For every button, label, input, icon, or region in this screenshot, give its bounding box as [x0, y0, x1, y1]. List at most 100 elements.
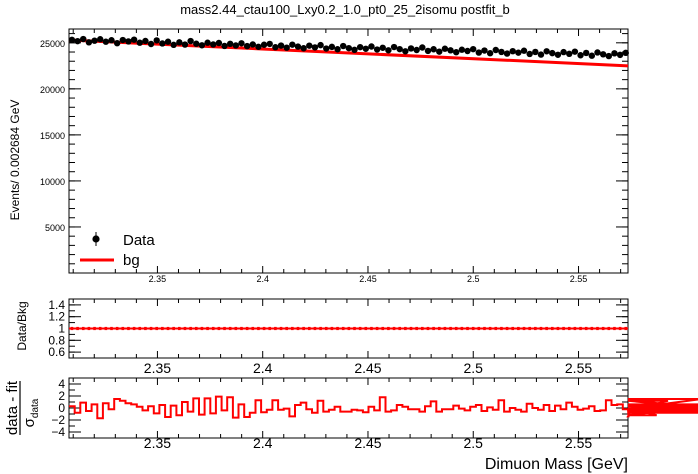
ratio-point [93, 326, 96, 331]
data-point [119, 36, 127, 44]
data-point [68, 36, 76, 44]
data-point [136, 39, 143, 46]
ratio-point [285, 326, 288, 331]
ratio-point [324, 326, 328, 331]
legend-bg-label: bg [123, 252, 140, 269]
ratio-ticks: 2.35 2.4 2.45 2.5 2.55 0.60.811.21.4 [48, 298, 628, 376]
pull-x-tick-label: 2.55 [565, 435, 592, 451]
pull-y-tick-label: 0 [58, 401, 65, 415]
data-point [260, 41, 268, 48]
data-point [317, 41, 324, 49]
ratio-point [375, 326, 379, 331]
ratio-point [517, 326, 520, 331]
ratio-x-tick-label: 2.5 [464, 360, 484, 376]
data-point [80, 35, 87, 43]
ratio-point [528, 326, 531, 331]
ratio-point [178, 326, 181, 331]
ratio-point [161, 326, 164, 331]
data-point [419, 44, 426, 51]
pull-x-tick-label: 2.4 [253, 435, 273, 451]
data-point [198, 42, 206, 49]
data-point [577, 52, 584, 59]
data-point [526, 50, 533, 58]
ratio-point [194, 326, 198, 331]
pull-y-tick-label: 4 [58, 377, 65, 391]
legend-data-marker [92, 235, 100, 243]
main-title: mass2.44_ctau100_Lxy0.2_1.0_pt0_25_2isom… [180, 2, 510, 17]
data-point [475, 49, 483, 56]
ratio-point [505, 326, 509, 331]
ratio-point [121, 326, 125, 331]
pull-x-tick-label: 2.45 [354, 435, 381, 451]
data-point [102, 38, 110, 45]
ratio-point [426, 326, 430, 331]
ratio-point [387, 326, 390, 331]
data-point [390, 43, 398, 51]
main-x-tick-label: 2.45 [359, 274, 377, 284]
ratio-point [466, 326, 469, 331]
pull-y-tick-label: −2 [51, 413, 65, 427]
ratio-point [104, 326, 108, 331]
ratio-point [624, 326, 628, 331]
data-point [210, 41, 217, 48]
ratio-y-tick-label: 0.8 [48, 333, 65, 347]
main-y-tick-label: 15000 [40, 131, 65, 141]
pull-panel: 2.35 2.4 2.45 2.5 2.55 420−2−4 data - fit σda… [4, 377, 698, 473]
data-point [498, 48, 505, 56]
data-point [396, 45, 403, 53]
data-point [215, 39, 223, 47]
data-point [113, 39, 121, 47]
data-point [351, 46, 358, 54]
ratio-point [330, 326, 334, 331]
data-point [306, 42, 313, 49]
data-point [566, 50, 573, 58]
ratio-point [336, 326, 339, 331]
pull-y-label-denominator: σdata [21, 398, 41, 427]
ratio-point [511, 326, 515, 331]
data-point [232, 42, 240, 49]
data-point [582, 49, 590, 57]
data-point [486, 50, 494, 57]
data-point [356, 43, 364, 51]
ratio-point [534, 326, 537, 331]
ratio-point [618, 326, 622, 331]
data-point [187, 37, 194, 45]
ratio-point [347, 326, 351, 331]
main-y-axis-label: Events/ 0.002684 GeV [8, 100, 22, 221]
data-point [164, 38, 172, 45]
ratio-point [76, 326, 79, 331]
ratio-x-tick-label: 2.55 [565, 360, 592, 376]
data-point [142, 37, 149, 45]
main-y-tick-label: 10000 [40, 177, 65, 187]
ratio-point [115, 326, 119, 331]
pull-y-tick-label: 2 [58, 389, 65, 403]
pull-y-tick-label: −4 [51, 425, 65, 439]
ratio-point [500, 326, 503, 331]
data-point [560, 48, 567, 56]
data-point [221, 42, 228, 50]
main-panel: 2.35 2.4 2.45 2.5 2.55 5000 10000 15000 20000 250… [8, 2, 629, 284]
ratio-point [144, 326, 147, 331]
main-x-tick-label: 2.35 [149, 274, 167, 284]
ratio-y-axis-label: Data/Bkg [15, 301, 29, 350]
ratio-point [404, 326, 407, 331]
data-point [176, 39, 183, 46]
data-point [204, 39, 211, 46]
ratio-point [398, 326, 402, 331]
data-point [91, 37, 98, 44]
ratio-point [138, 326, 142, 331]
ratio-points-layer [69, 326, 628, 331]
ratio-point [613, 326, 616, 331]
main-y-tick-label: 25000 [40, 39, 65, 49]
ratio-point [573, 326, 577, 331]
ratio-point [432, 326, 435, 331]
pull-y-axis-label: data - fit σdata [4, 380, 41, 435]
main-x-tick-label: 2.5 [467, 274, 480, 284]
data-point [362, 45, 370, 52]
data-point [238, 40, 245, 47]
ratio-point [70, 326, 74, 331]
ratio-point [223, 326, 226, 331]
ratio-point [460, 326, 464, 331]
x-axis-label: Dimuon Mass [GeV] [485, 456, 628, 473]
data-point [294, 43, 302, 50]
